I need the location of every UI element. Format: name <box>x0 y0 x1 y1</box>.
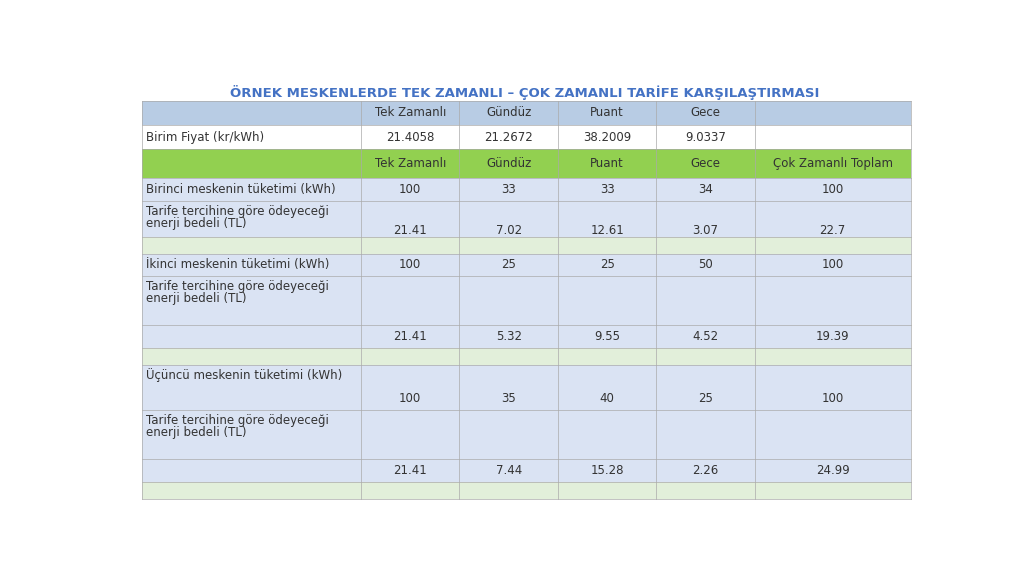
Text: 25: 25 <box>600 259 614 271</box>
Text: 24.99: 24.99 <box>816 464 850 478</box>
Text: enerji bedeli (TL): enerji bedeli (TL) <box>145 426 247 439</box>
Text: Tarife tercihine göre ödeyeceği: Tarife tercihine göre ödeyeceği <box>145 279 329 293</box>
Bar <box>142 253 910 276</box>
Text: enerji bedeli (TL): enerji bedeli (TL) <box>145 292 247 305</box>
Text: 12.61: 12.61 <box>590 224 624 237</box>
Text: Tek Zamanlı: Tek Zamanlı <box>375 157 445 170</box>
Text: Tek Zamanlı: Tek Zamanlı <box>375 107 445 119</box>
Text: 4.52: 4.52 <box>692 330 719 343</box>
Text: Tarife tercihine göre ödeyeceği: Tarife tercihine göre ödeyeceği <box>145 414 329 427</box>
Text: 9.0337: 9.0337 <box>685 131 726 143</box>
Bar <box>142 101 910 125</box>
Text: Birim Fiyat (kr/kWh): Birim Fiyat (kr/kWh) <box>145 131 264 143</box>
Text: 19.39: 19.39 <box>816 330 850 343</box>
Bar <box>142 200 910 237</box>
Text: 3.07: 3.07 <box>692 224 719 237</box>
Bar <box>142 365 910 410</box>
Bar <box>142 237 910 253</box>
Text: enerji bedeli (TL): enerji bedeli (TL) <box>145 217 247 230</box>
Text: 25: 25 <box>501 259 516 271</box>
Bar <box>142 460 910 482</box>
Text: Puant: Puant <box>590 157 624 170</box>
Text: 9.55: 9.55 <box>594 330 621 343</box>
Text: 5.32: 5.32 <box>496 330 521 343</box>
Text: İkinci meskenin tüketimi (kWh): İkinci meskenin tüketimi (kWh) <box>145 259 329 271</box>
Bar <box>142 276 910 325</box>
Text: Gece: Gece <box>690 157 721 170</box>
Text: Çok Zamanlı Toplam: Çok Zamanlı Toplam <box>773 157 893 170</box>
Bar <box>142 410 910 460</box>
Text: Puant: Puant <box>590 107 624 119</box>
Text: 100: 100 <box>821 259 844 271</box>
Text: 2.26: 2.26 <box>692 464 719 478</box>
Text: 100: 100 <box>821 183 844 196</box>
Text: 34: 34 <box>698 183 713 196</box>
Text: Tarife tercihine göre ödeyeceği: Tarife tercihine göre ödeyeceği <box>145 205 329 218</box>
Text: Gece: Gece <box>690 107 721 119</box>
Bar <box>142 178 910 200</box>
Text: Gündüz: Gündüz <box>486 107 531 119</box>
Text: 33: 33 <box>502 183 516 196</box>
Bar <box>142 149 910 178</box>
Text: 21.2672: 21.2672 <box>484 131 534 143</box>
Text: 100: 100 <box>399 183 422 196</box>
Bar <box>142 482 910 499</box>
Text: Birinci meskenin tüketimi (kWh): Birinci meskenin tüketimi (kWh) <box>145 183 336 196</box>
Text: 21.41: 21.41 <box>393 224 427 237</box>
Text: ÖRNEK MESKENLERDE TEK ZAMANLI – ÇOK ZAMANLI TARİFE KARŞILAŞTIRMASI: ÖRNEK MESKENLERDE TEK ZAMANLI – ÇOK ZAMA… <box>230 85 819 100</box>
Text: 33: 33 <box>600 183 614 196</box>
Text: 100: 100 <box>821 392 844 406</box>
Text: 7.02: 7.02 <box>496 224 522 237</box>
Text: 21.41: 21.41 <box>393 464 427 478</box>
Text: 100: 100 <box>399 259 422 271</box>
Text: 38.2009: 38.2009 <box>583 131 631 143</box>
Text: Üçüncü meskenin tüketimi (kWh): Üçüncü meskenin tüketimi (kWh) <box>145 368 342 382</box>
Text: 40: 40 <box>600 392 614 406</box>
Text: 21.4058: 21.4058 <box>386 131 434 143</box>
Text: 50: 50 <box>698 259 713 271</box>
Bar <box>142 325 910 348</box>
Text: 22.7: 22.7 <box>819 224 846 237</box>
Text: 25: 25 <box>698 392 713 406</box>
Text: 35: 35 <box>502 392 516 406</box>
Text: Gündüz: Gündüz <box>486 157 531 170</box>
Text: 100: 100 <box>399 392 422 406</box>
Bar <box>142 125 910 149</box>
Text: 21.41: 21.41 <box>393 330 427 343</box>
Bar <box>142 348 910 365</box>
Text: 15.28: 15.28 <box>590 464 624 478</box>
Text: 7.44: 7.44 <box>496 464 522 478</box>
